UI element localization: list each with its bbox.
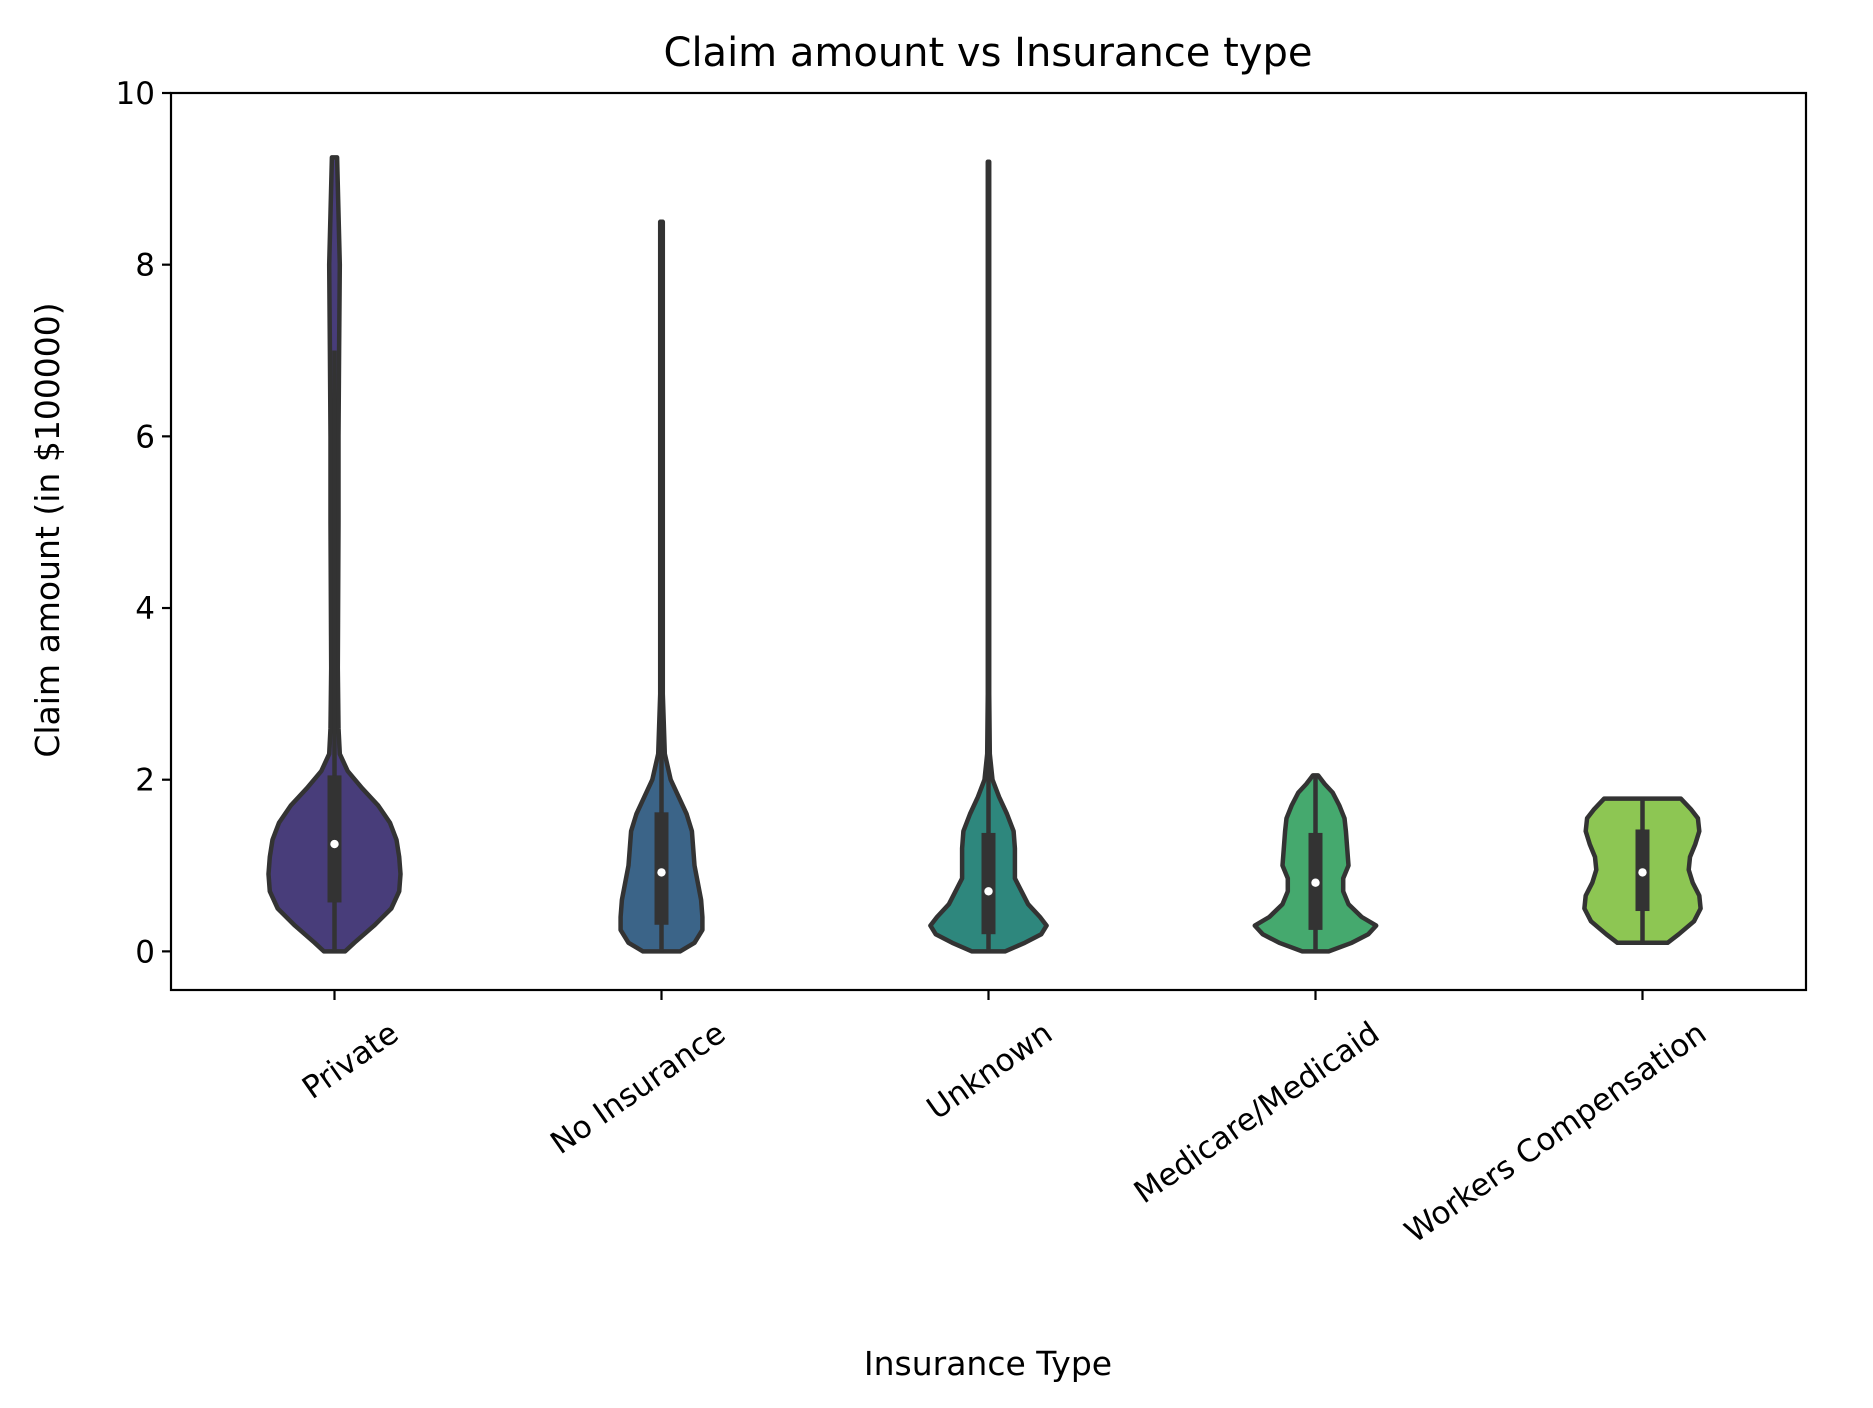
x-tick-label: Workers Compensation bbox=[1398, 1015, 1713, 1250]
x-tick-label: No Insurance bbox=[544, 1015, 732, 1162]
violin-iqr-box bbox=[327, 775, 342, 903]
y-tick-label: 10 bbox=[116, 76, 155, 112]
y-tick-label: 2 bbox=[135, 763, 155, 799]
x-tick-label: Private bbox=[296, 1015, 405, 1106]
violin-median-point bbox=[1311, 878, 1320, 887]
violin-median-point bbox=[1638, 868, 1647, 877]
x-axis-label: Insurance Type bbox=[864, 1344, 1112, 1383]
violin-median-point bbox=[330, 839, 339, 849]
y-tick-label: 4 bbox=[135, 591, 155, 627]
violin-iqr-box bbox=[981, 832, 996, 935]
y-tick-label: 0 bbox=[135, 934, 155, 970]
violin-group bbox=[928, 159, 1049, 954]
axes: 0 2 4 6 8 10 Private No Insurance Unknown Medicar… bbox=[116, 76, 1714, 1250]
y-axis-label: Claim amount (in $100000) bbox=[28, 302, 67, 757]
y-tick-label: 6 bbox=[135, 419, 155, 455]
violin-group bbox=[1252, 773, 1379, 954]
x-tick-label: Unknown bbox=[921, 1015, 1060, 1127]
x-tick-label: Medicare/Medicaid bbox=[1128, 1015, 1386, 1211]
chart-title: Claim amount vs Insurance type bbox=[664, 30, 1313, 76]
violin-group bbox=[266, 155, 403, 954]
violin-median-point bbox=[984, 887, 993, 896]
violin-group bbox=[1582, 796, 1703, 946]
violin-group bbox=[618, 219, 705, 954]
violin-median-point bbox=[657, 868, 666, 877]
plot-area bbox=[266, 155, 1703, 954]
y-tick-label: 8 bbox=[135, 248, 155, 284]
